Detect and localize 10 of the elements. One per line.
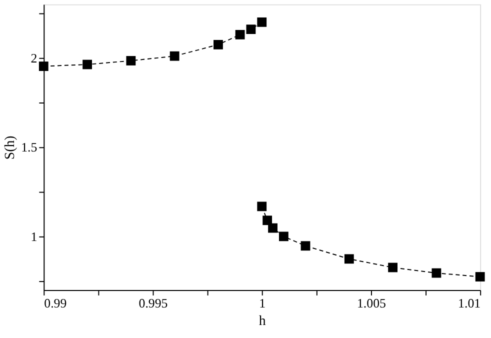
x-tick-label: 0.99 — [44, 296, 67, 310]
y-tick-label: 1.5 — [21, 140, 38, 155]
y-axis-title: S(h) — [3, 135, 18, 160]
x-axis-title: h — [258, 314, 266, 330]
y-tick-label: 2 — [30, 51, 38, 66]
x-tick-label: 1.005 — [356, 296, 386, 310]
y-tick-label: 1 — [30, 230, 38, 244]
x-tick-label: 0.995 — [138, 296, 168, 310]
x-tick-label: 1 — [259, 296, 266, 310]
x-tick-label: 1.01 — [458, 296, 481, 310]
